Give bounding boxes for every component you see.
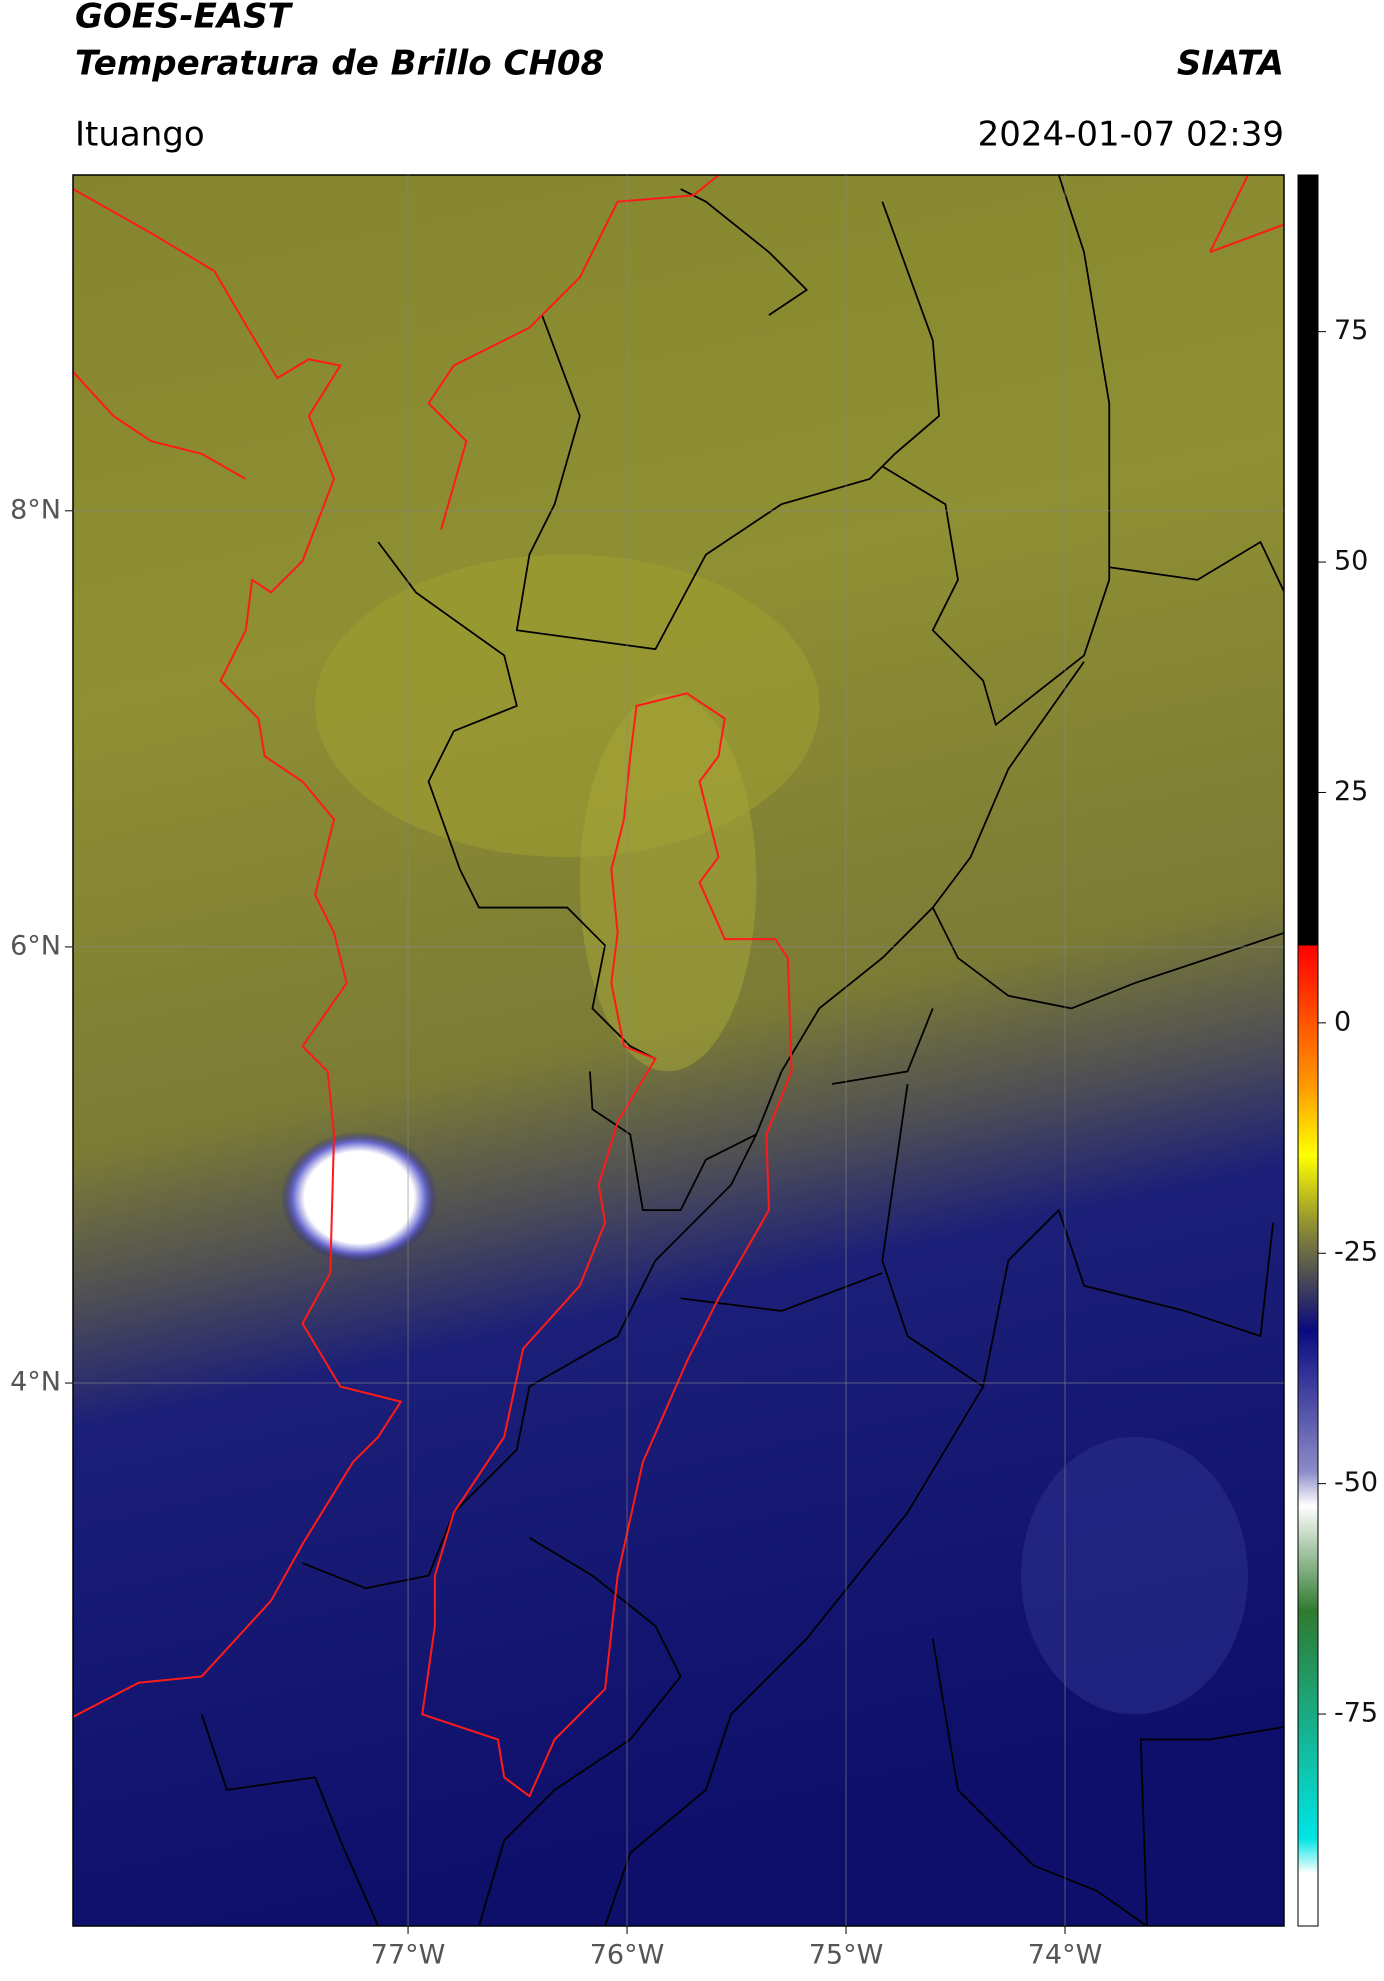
y-tick-label: 6°N	[10, 930, 61, 961]
map-frame	[72, 174, 1285, 1927]
colorbar-tick-label: -25	[1334, 1237, 1378, 1268]
x-tick-label: 75°W	[809, 1940, 884, 1971]
colorbar-tick-label: 75	[1334, 315, 1368, 346]
coast-and-basin	[73, 175, 1284, 1798]
y-tick-label: 4°N	[10, 1367, 61, 1398]
x-tick-label: 76°W	[590, 1940, 665, 1971]
title: GOES-EAST	[75, 0, 294, 37]
colorbar-tick-label: 50	[1334, 546, 1368, 577]
timestamp: 2024-01-07 02:39	[978, 115, 1284, 155]
cold-area	[1021, 1436, 1248, 1715]
borders	[200, 175, 1284, 1926]
warm-area	[579, 693, 757, 1072]
colorbar-tick-label: -75	[1334, 1698, 1378, 1729]
colorbar-tick-label: 25	[1334, 776, 1368, 807]
map-features	[73, 175, 1284, 1926]
x-tick-label: 74°W	[1028, 1940, 1103, 1971]
colorbar-tick-label: 0	[1334, 1006, 1351, 1037]
cloud-top	[281, 1131, 438, 1264]
y-tick-label: 8°N	[10, 494, 61, 525]
source: SIATA	[1177, 44, 1284, 84]
x-tick-label: 77°W	[371, 1940, 446, 1971]
subtitle: Temperatura de Brillo CH08	[75, 44, 604, 84]
colorbar-tick-label: -50	[1334, 1467, 1378, 1498]
colorbar	[1297, 174, 1319, 1927]
map-area	[73, 175, 1284, 1926]
location: Ituango	[75, 115, 205, 155]
